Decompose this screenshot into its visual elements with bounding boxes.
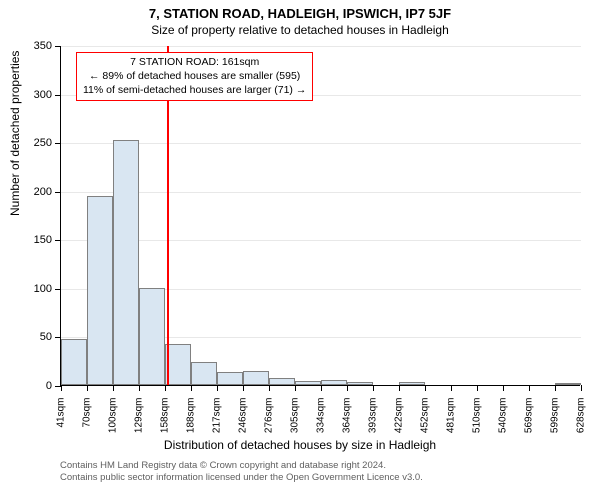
histogram-bar xyxy=(61,339,87,385)
ytick-label: 0 xyxy=(22,380,52,392)
xtick xyxy=(295,385,296,391)
histogram-bar xyxy=(321,380,347,385)
xtick xyxy=(347,385,348,391)
ytick-label: 150 xyxy=(22,234,52,246)
histogram-bar xyxy=(191,362,217,385)
xtick xyxy=(87,385,88,391)
xtick xyxy=(321,385,322,391)
ytick-label: 100 xyxy=(22,283,52,295)
histogram-bar xyxy=(113,140,139,385)
ytick-label: 50 xyxy=(22,331,52,343)
gridline xyxy=(61,192,581,193)
histogram-bar xyxy=(87,196,113,385)
xtick xyxy=(477,385,478,391)
xtick xyxy=(191,385,192,391)
gridline xyxy=(61,143,581,144)
xtick xyxy=(425,385,426,391)
histogram-bar xyxy=(555,383,581,385)
annotation-line2: ← 89% of detached houses are smaller (59… xyxy=(83,69,306,83)
annotation-line1: 7 STATION ROAD: 161sqm xyxy=(83,55,306,69)
ytick-label: 350 xyxy=(22,40,52,52)
ytick xyxy=(55,46,61,47)
ytick xyxy=(55,337,61,338)
xtick xyxy=(581,385,582,391)
histogram-bar xyxy=(217,372,243,385)
page-title: 7, STATION ROAD, HADLEIGH, IPSWICH, IP7 … xyxy=(0,0,600,21)
x-axis-label: Distribution of detached houses by size … xyxy=(0,438,600,452)
xtick xyxy=(503,385,504,391)
chart-container: 7, STATION ROAD, HADLEIGH, IPSWICH, IP7 … xyxy=(0,0,600,500)
histogram-bar xyxy=(243,371,269,385)
footer-line2: Contains public sector information licen… xyxy=(60,472,423,484)
xtick xyxy=(113,385,114,391)
ytick xyxy=(55,240,61,241)
annotation-box: 7 STATION ROAD: 161sqm ← 89% of detached… xyxy=(76,52,313,101)
ytick xyxy=(55,192,61,193)
gridline xyxy=(61,46,581,47)
xtick xyxy=(451,385,452,391)
page-subtitle: Size of property relative to detached ho… xyxy=(0,21,600,37)
footer: Contains HM Land Registry data © Crown c… xyxy=(60,460,423,485)
xtick xyxy=(373,385,374,391)
xtick xyxy=(165,385,166,391)
xtick xyxy=(555,385,556,391)
ytick-label: 300 xyxy=(22,89,52,101)
xtick xyxy=(217,385,218,391)
gridline xyxy=(61,240,581,241)
footer-line1: Contains HM Land Registry data © Crown c… xyxy=(60,460,423,472)
histogram-bar xyxy=(399,382,425,385)
xtick xyxy=(243,385,244,391)
xtick xyxy=(139,385,140,391)
xtick xyxy=(399,385,400,391)
ytick xyxy=(55,95,61,96)
y-axis-label: Number of detached properties xyxy=(8,51,22,216)
ytick xyxy=(55,289,61,290)
xtick xyxy=(61,385,62,391)
histogram-bar xyxy=(139,288,165,385)
histogram-bar xyxy=(347,382,373,385)
xtick xyxy=(269,385,270,391)
annotation-line3: 11% of semi-detached houses are larger (… xyxy=(83,83,306,97)
xtick xyxy=(529,385,530,391)
histogram-bar xyxy=(269,378,295,385)
ytick-label: 200 xyxy=(22,186,52,198)
ytick-label: 250 xyxy=(22,137,52,149)
ytick xyxy=(55,143,61,144)
histogram-bar xyxy=(295,381,321,385)
